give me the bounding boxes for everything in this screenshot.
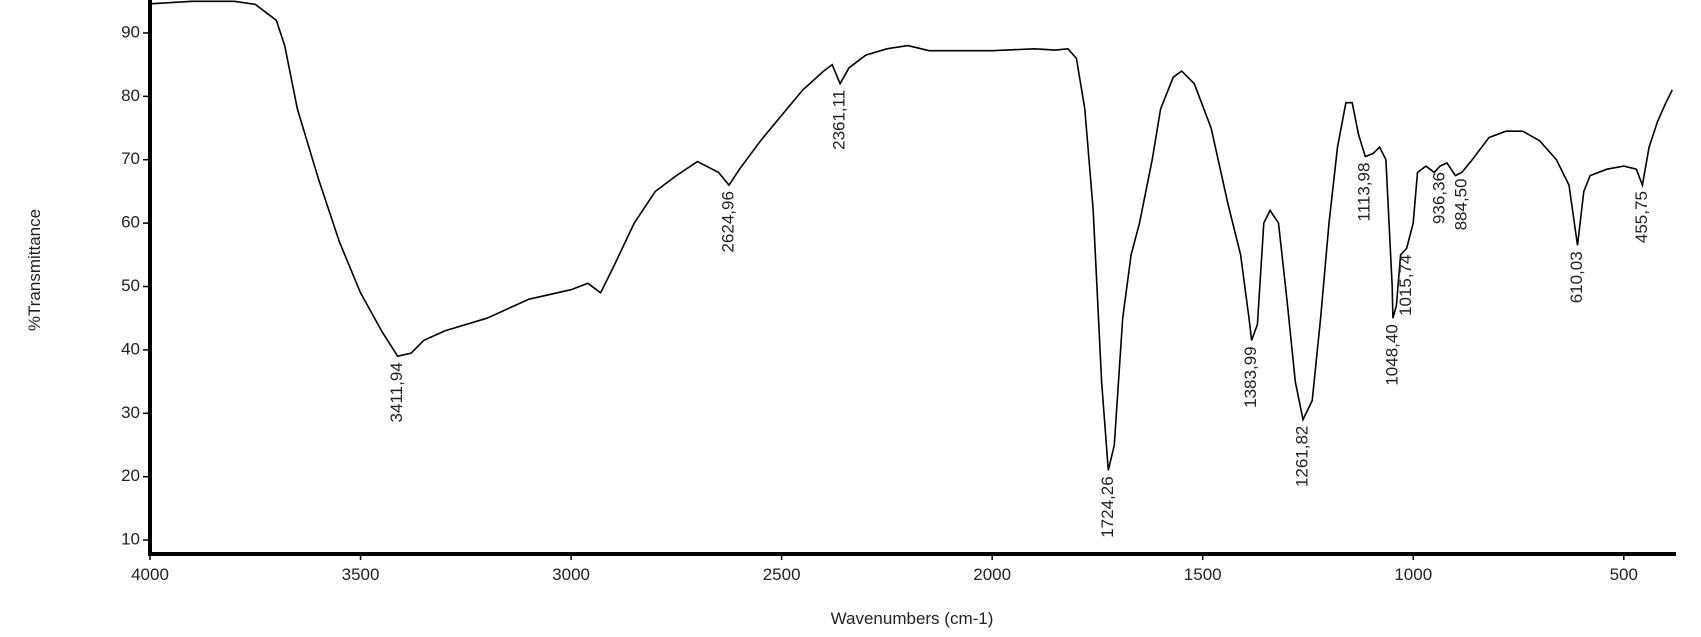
y-tick-label: 30 [121, 403, 140, 422]
peak-label: 884,50 [1451, 178, 1470, 230]
peak-label: 455,75 [1632, 191, 1651, 243]
peak-label: 936,36 [1430, 172, 1449, 224]
x-tick-label: 2500 [763, 565, 801, 584]
annotations: 3411,94 2624,96 2361,11 1724,26 1383,99 1261,… [387, 90, 1651, 538]
x-tick-label: 1500 [1184, 565, 1222, 584]
y-tick-label: 80 [121, 86, 140, 105]
peak-label: 2624,96 [718, 191, 737, 252]
y-tick-label: 90 [121, 22, 140, 41]
peak-label: 610,03 [1567, 251, 1586, 303]
x-tick-label: 1000 [1394, 565, 1432, 584]
peak-label: 1261,82 [1292, 426, 1311, 487]
y-tick-label: 10 [121, 530, 140, 549]
y-tick-label: 70 [121, 149, 140, 168]
y-axis-label: %Transmittance [25, 209, 44, 331]
x-tick-label: 3000 [552, 565, 590, 584]
spectrum-line [150, 0, 1673, 471]
peak-label: 3411,94 [387, 362, 406, 422]
peak-label: 1015,74 [1396, 254, 1415, 315]
x-tick-label: 2000 [973, 565, 1011, 584]
peak-label: 1113,98 [1355, 163, 1374, 222]
x-tick-label: 3500 [342, 565, 380, 584]
x-tick-label: 500 [1610, 565, 1638, 584]
y-tick-label: 50 [121, 276, 140, 295]
y-tick-label: 60 [121, 213, 140, 232]
peak-label: 2361,11 [830, 90, 849, 150]
y-tick-label: 40 [121, 339, 140, 358]
peak-label: 1724,26 [1098, 476, 1117, 537]
y-tick-label: 20 [121, 466, 140, 485]
x-axis-label: Wavenumbers (cm-1) [831, 609, 994, 628]
peak-label: 1048,40 [1382, 324, 1401, 385]
x-tick-label: 4000 [131, 565, 169, 584]
peak-label: 1383,99 [1241, 346, 1260, 407]
